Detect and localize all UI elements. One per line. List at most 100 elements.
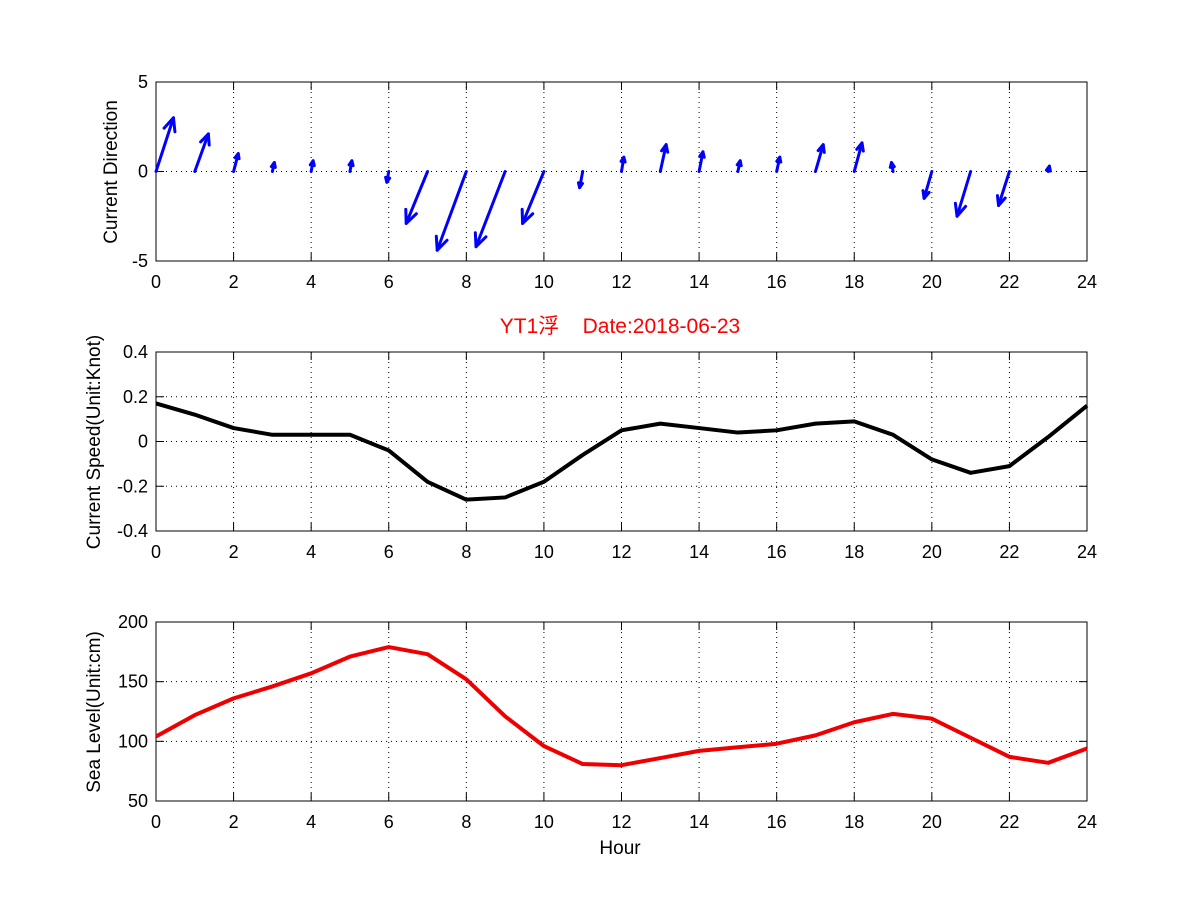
sealevel-xtick-label: 16 xyxy=(767,812,787,832)
direction-xtick-label: 12 xyxy=(611,272,631,292)
direction-arrow-head xyxy=(698,150,706,159)
direction-arrow-head xyxy=(576,181,584,190)
direction-arrow xyxy=(576,170,585,190)
direction-arrow xyxy=(269,161,277,173)
sealevel-ytick-label: 50 xyxy=(128,791,148,811)
direction-arrow-head xyxy=(855,141,865,153)
sealevel-ytick-label: 200 xyxy=(118,612,148,632)
direction-arrow-head xyxy=(995,194,1007,208)
speed-xtick-label: 8 xyxy=(461,542,471,562)
speed-xtick-label: 22 xyxy=(999,542,1019,562)
direction-arrow-head xyxy=(308,159,316,168)
sealevel-xtick-label: 4 xyxy=(306,812,316,832)
sealevel-axes-frame xyxy=(155,621,1088,802)
speed-xtick-label: 14 xyxy=(689,542,709,562)
direction-arrow-head xyxy=(816,143,826,154)
direction-arrow-shaft xyxy=(852,141,864,173)
direction-arrow xyxy=(775,155,783,173)
direction-arrow-shaft xyxy=(997,170,1011,208)
speed-ytick-label: 0.2 xyxy=(123,387,148,407)
direction-arrow-head xyxy=(619,155,627,164)
sealevel-xtick-label: 20 xyxy=(922,812,942,832)
sealevel-ytick-label: 100 xyxy=(118,731,148,751)
direction-arrow-head xyxy=(921,189,931,200)
speed-xtick-label: 4 xyxy=(306,542,316,562)
direction-arrow-shaft xyxy=(154,116,175,173)
sealevel-xtick-label: 6 xyxy=(384,812,394,832)
direction-xtick-label: 22 xyxy=(999,272,1019,292)
direction-xtick-label: 4 xyxy=(306,272,316,292)
current-speed-plot: 0 2 4 6 8 10 12 14 16 18 20 22 24-0.4-0.200.20.4 xyxy=(117,342,1097,562)
direction-ylabel: Current Direction xyxy=(101,100,122,244)
direction-arrow-head xyxy=(660,143,670,154)
direction-arrow xyxy=(735,159,743,173)
direction-arrow xyxy=(658,143,670,173)
speed-ytick-label: -0.2 xyxy=(117,476,148,496)
sealevel-xtick-label: 14 xyxy=(689,812,709,832)
direction-arrow-shaft xyxy=(922,170,934,200)
direction-arrow-head xyxy=(347,159,355,168)
direction-xtick-label: 10 xyxy=(534,272,554,292)
direction-arrow xyxy=(953,170,973,218)
direction-arrow xyxy=(813,143,826,173)
sealevel-xtick-label: 12 xyxy=(611,812,631,832)
figure-title: YT1浮 Date:2018-06-23 xyxy=(500,315,740,338)
direction-xtick-label: 18 xyxy=(844,272,864,292)
direction-arrow xyxy=(852,141,865,173)
direction-arrow-shaft xyxy=(435,170,468,252)
direction-arrow xyxy=(232,152,241,173)
direction-arrow xyxy=(404,170,430,225)
direction-ytick-label: -5 xyxy=(132,251,148,271)
direction-xtick-label: 2 xyxy=(229,272,239,292)
speed-xtick-label: 24 xyxy=(1077,542,1097,562)
speed-xtick-label: 18 xyxy=(844,542,864,562)
sealevel-xlabel: Hour xyxy=(599,838,641,859)
direction-arrow-head xyxy=(775,155,783,164)
direction-arrow-head xyxy=(404,207,418,225)
direction-arrow xyxy=(995,170,1011,208)
speed-ylabel: Current Speed(Unit:Knot) xyxy=(84,335,105,549)
speed-ytick-label: 0.4 xyxy=(123,342,148,362)
direction-arrow-shaft xyxy=(521,170,546,225)
direction-arrow-head xyxy=(953,201,968,218)
direction-arrow-head xyxy=(520,207,535,225)
speed-ytick-label: 0 xyxy=(138,432,148,452)
sealevel-xtick-label: 18 xyxy=(844,812,864,832)
speed-xtick-label: 12 xyxy=(611,542,631,562)
sealevel-xtick-label: 8 xyxy=(461,812,471,832)
speed-xtick-label: 16 xyxy=(767,542,787,562)
direction-arrow-head xyxy=(384,175,392,184)
direction-arrow xyxy=(921,170,934,200)
direction-arrow-shaft xyxy=(955,170,973,218)
direction-xtick-label: 8 xyxy=(461,272,471,292)
direction-arrow xyxy=(473,170,507,249)
direction-arrow xyxy=(434,170,468,252)
speed-xtick-label: 6 xyxy=(384,542,394,562)
direction-arrow xyxy=(888,161,896,173)
direction-xtick-label: 6 xyxy=(384,272,394,292)
speed-ytick-label: -0.4 xyxy=(117,521,148,541)
sealevel-xtick-label: 24 xyxy=(1077,812,1097,832)
current-direction-plot: 0 2 4 6 8 10 12 14 16 18 20 22 24-505 xyxy=(132,72,1097,292)
speed-xtick-label: 2 xyxy=(229,542,239,562)
sealevel-ylabel: Sea Level(Unit:cm) xyxy=(84,631,105,793)
direction-ytick-label: 0 xyxy=(138,162,148,182)
direction-xtick-label: 14 xyxy=(689,272,709,292)
direction-arrow xyxy=(193,132,211,173)
direction-arrow-shaft xyxy=(474,170,507,249)
direction-arrow-shaft xyxy=(813,143,825,173)
sealevel-xtick-label: 22 xyxy=(999,812,1019,832)
direction-arrow xyxy=(520,170,546,225)
speed-xtick-label: 10 xyxy=(534,542,554,562)
direction-arrow-head xyxy=(888,161,896,169)
speed-xtick-label: 20 xyxy=(922,542,942,562)
speed-xtick-label: 0 xyxy=(151,542,161,562)
direction-xtick-label: 0 xyxy=(151,272,161,292)
direction-arrow-head xyxy=(1044,164,1052,173)
direction-arrow-head xyxy=(162,116,177,134)
direction-arrow-head xyxy=(434,234,449,252)
direction-arrow-head xyxy=(233,152,241,161)
sealevel-xtick-label: 2 xyxy=(229,812,239,832)
direction-arrow xyxy=(347,159,355,173)
